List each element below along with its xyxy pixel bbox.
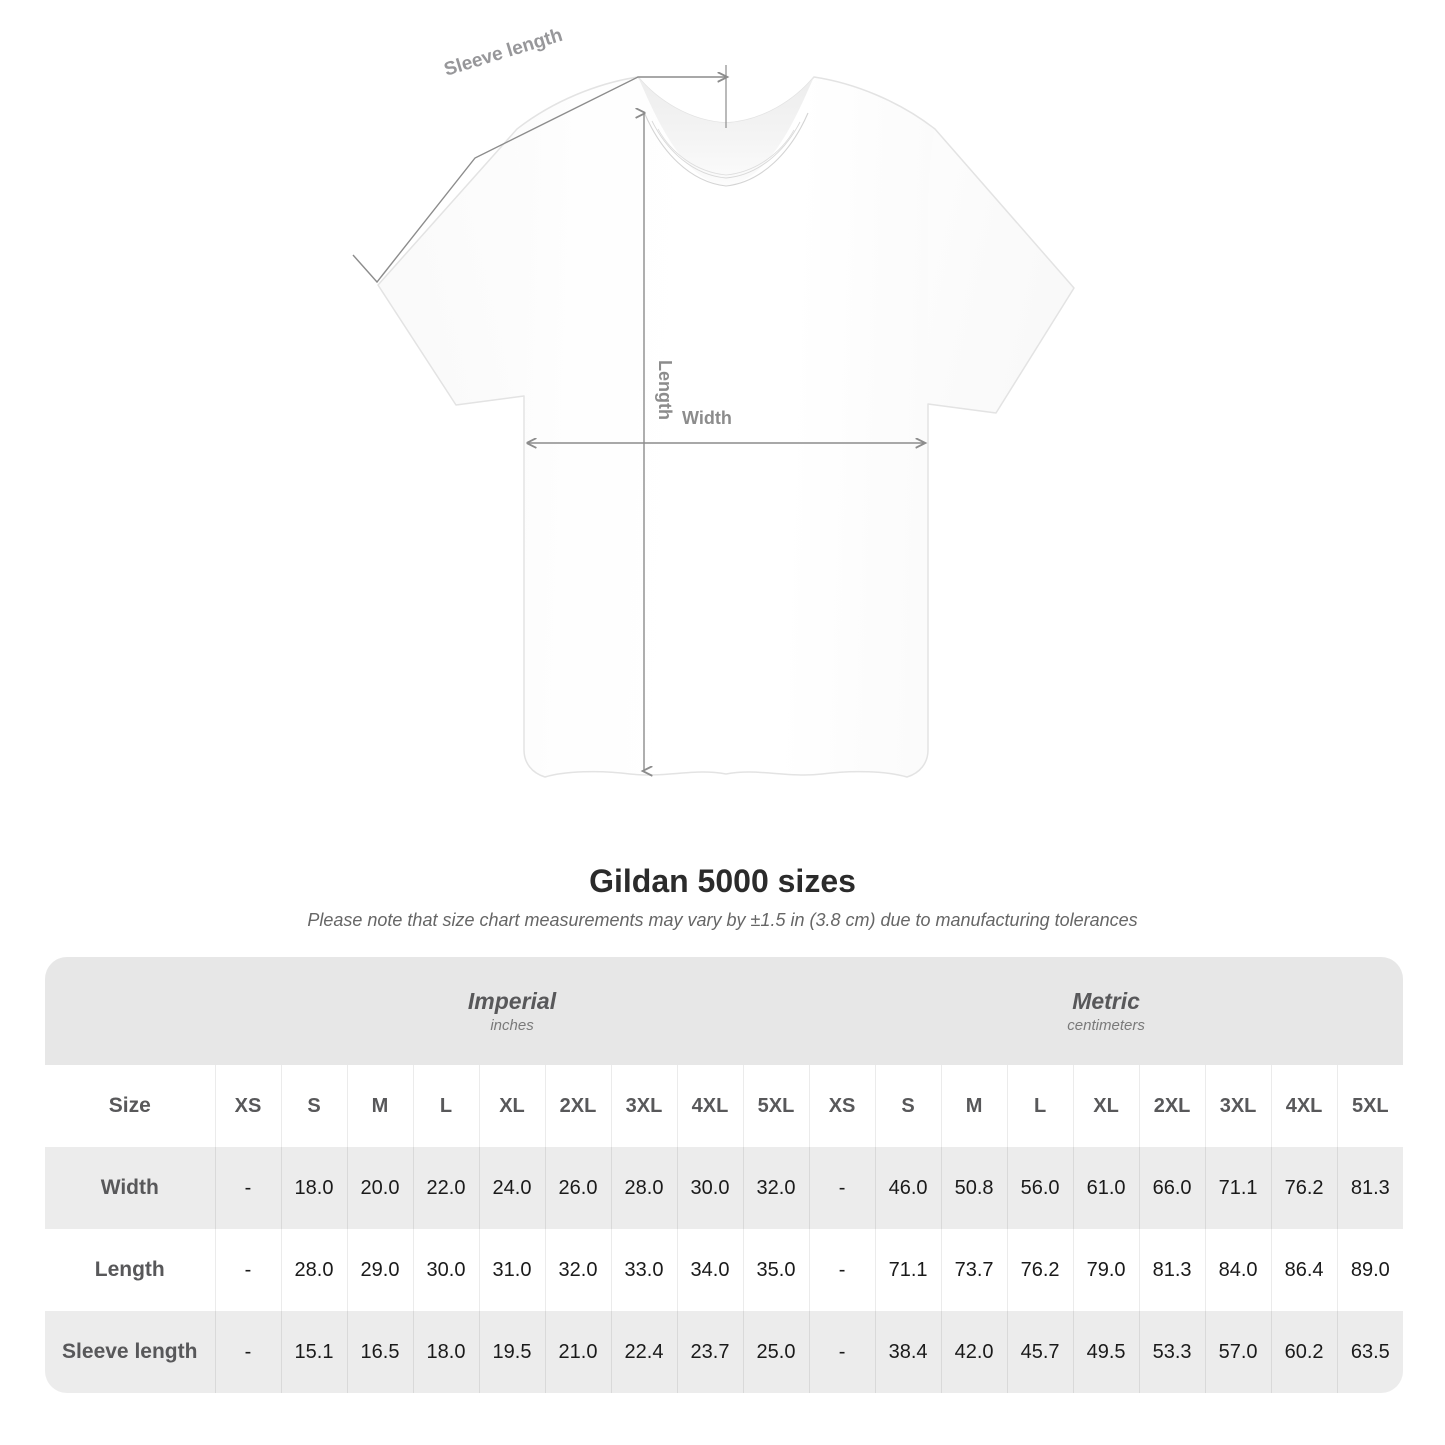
- svg-text:Width: Width: [682, 408, 732, 428]
- svg-text:Sleeve length: Sleeve length: [442, 25, 565, 81]
- svg-text:Length: Length: [655, 360, 675, 420]
